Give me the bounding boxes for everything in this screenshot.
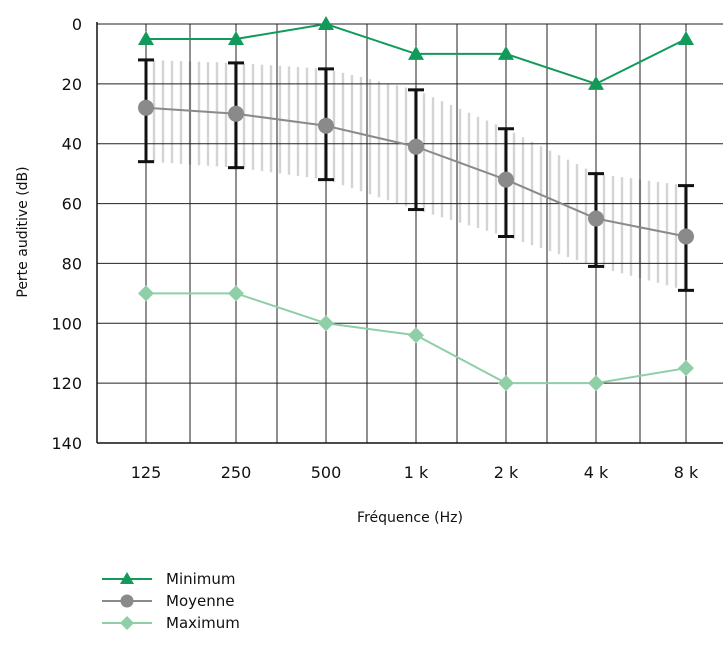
series-moyenne (138, 99, 694, 245)
x-axis-title: Fréquence (Hz) (357, 510, 463, 526)
circle-marker (498, 171, 514, 188)
legend-maximum-symbol (102, 616, 152, 630)
series-maximum (138, 285, 694, 392)
circle-marker (138, 99, 154, 116)
x-tick-label: 250 (221, 463, 252, 482)
diamond-marker (678, 360, 694, 377)
axes (96, 22, 723, 444)
triangle-marker (318, 16, 334, 30)
circle-marker (228, 105, 244, 122)
legend-label-maximum: Maximum (166, 614, 240, 632)
triangle-marker (228, 30, 244, 45)
triangle-marker (138, 30, 154, 45)
y-tick-label: 100 (51, 314, 82, 333)
diamond-marker (588, 375, 604, 392)
diamond-marker (408, 327, 424, 344)
legend-item-minimum: Minimum (102, 568, 240, 590)
legend-label-moyenne: Moyenne (166, 592, 235, 610)
triangle-marker (408, 45, 424, 60)
legend-item-maximum: Maximum (102, 612, 240, 634)
triangle-marker (678, 30, 694, 45)
triangle-marker (498, 45, 514, 60)
x-tick-label: 4 k (584, 463, 609, 482)
x-tick-label: 125 (131, 463, 162, 482)
circle-marker (408, 138, 424, 155)
y-tick-label: 0 (72, 15, 82, 34)
legend-minimum-symbol (102, 572, 152, 584)
circle-marker (588, 210, 604, 227)
x-tick-label: 500 (311, 463, 342, 482)
diamond-marker (318, 315, 334, 332)
series (138, 16, 694, 392)
y-tick-label: 60 (62, 195, 82, 214)
circle-marker (678, 228, 694, 245)
tick-labels: 0 20 40 60 80 100 120 140 125 250 500 1 k 2 k 4 k 8 k (51, 15, 699, 482)
variability-band (152, 60, 687, 291)
series-minimum (138, 16, 694, 90)
triangle-marker (588, 75, 604, 90)
y-tick-label: 80 (62, 254, 82, 273)
y-tick-label: 20 (62, 75, 82, 94)
grid (97, 23, 723, 443)
x-tick-label: 8 k (674, 463, 699, 482)
y-tick-label: 40 (62, 135, 82, 154)
x-tick-label: 2 k (494, 463, 519, 482)
y-tick-label: 140 (51, 434, 82, 453)
circle-marker (318, 117, 334, 134)
diamond-marker (228, 285, 244, 302)
y-axis-title: Perte auditive (dB) (15, 166, 31, 297)
diamond-marker (498, 375, 514, 392)
legend-item-moyenne: Moyenne (102, 590, 240, 612)
diamond-marker (138, 285, 154, 302)
x-tick-label: 1 k (404, 463, 429, 482)
legend-moyenne-symbol (102, 594, 152, 608)
legend-label-minimum: Minimum (166, 570, 236, 588)
legend: Minimum Moyenne Maximum (102, 568, 240, 634)
y-tick-label: 120 (51, 374, 82, 393)
